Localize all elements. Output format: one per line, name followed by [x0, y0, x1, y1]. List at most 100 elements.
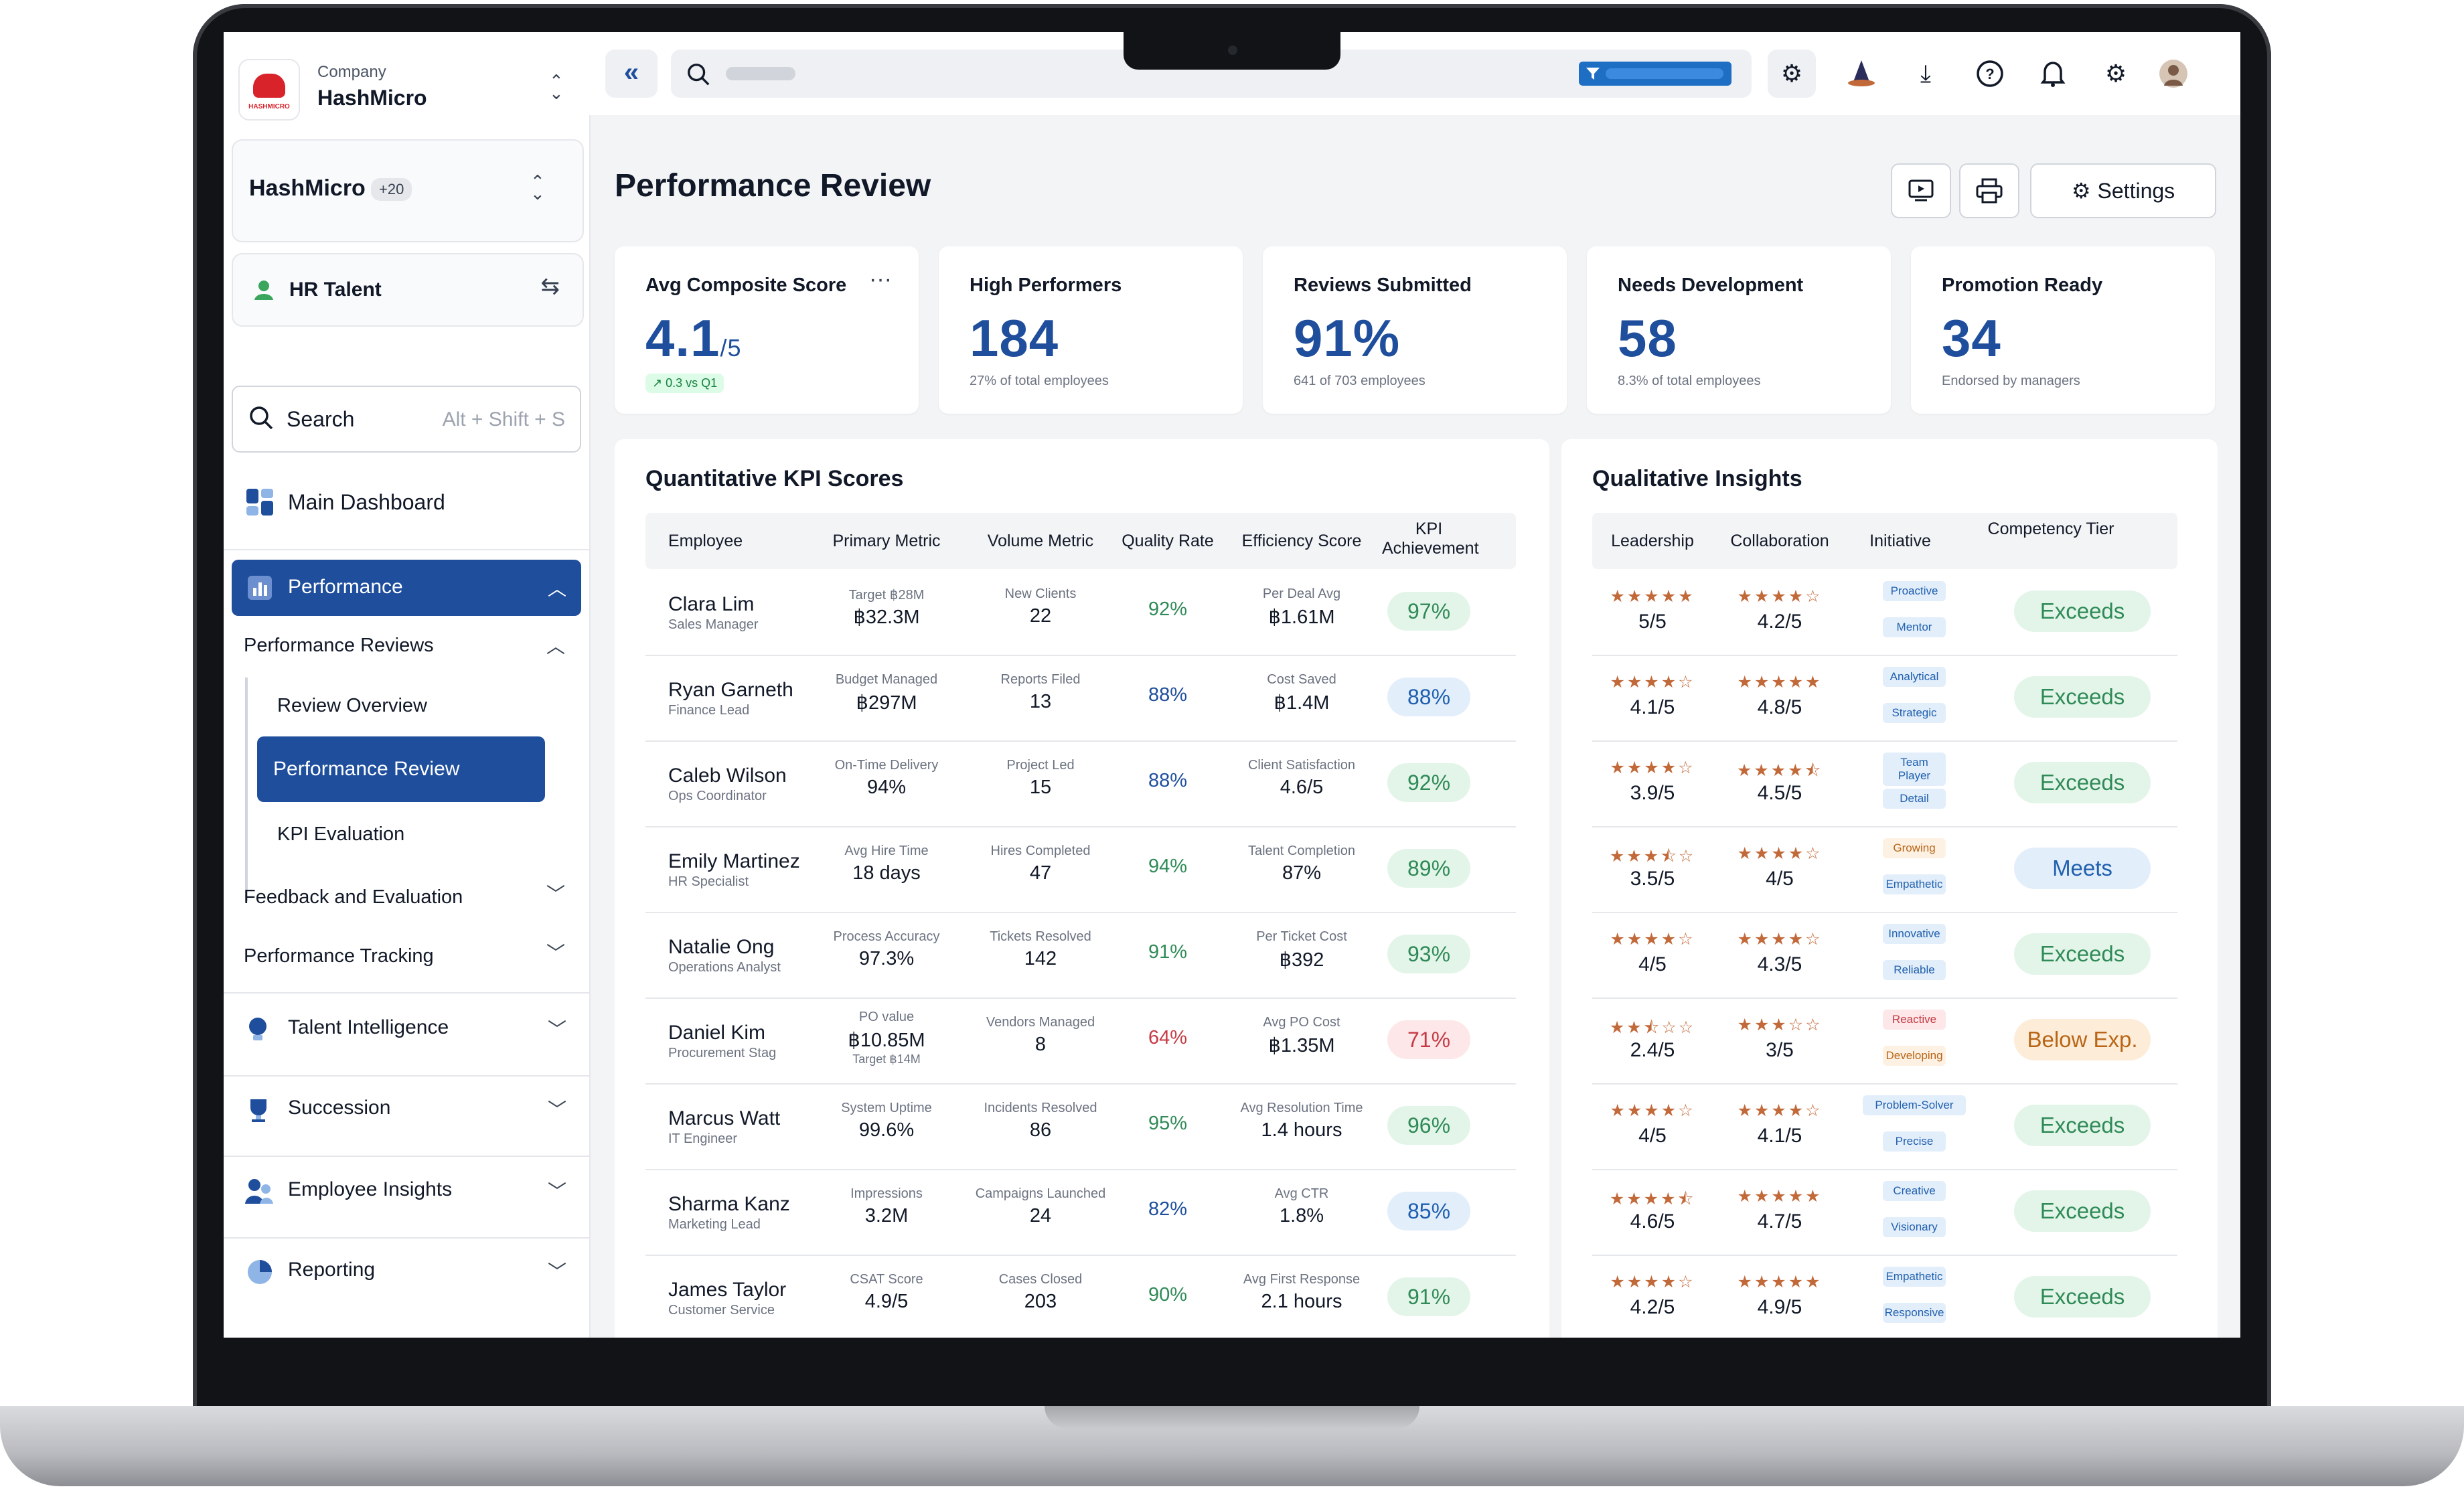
initiative-trait-badge: Team Player	[1883, 752, 1946, 786]
help-icon[interactable]: ?	[1966, 50, 2014, 98]
competency-tier-badge: Below Exp.	[2014, 1019, 2151, 1060]
efficiency-label: Avg CTR	[1274, 1186, 1329, 1201]
quality-rate: 92%	[1148, 599, 1188, 620]
table-row[interactable]: James Taylor Customer Service CSAT Score 4.…	[645, 1255, 1516, 1338]
volume-metric-value: 24	[1029, 1205, 1052, 1226]
print-button[interactable]	[1959, 163, 2019, 218]
printer-icon	[1976, 178, 2003, 204]
volume-metric-label: Cases Closed	[998, 1272, 1083, 1287]
primary-metric-value: 94%	[866, 777, 907, 798]
global-search-input[interactable]	[671, 50, 1752, 98]
primary-metric-value: 18 days	[852, 862, 921, 884]
search-placeholder-bar	[726, 67, 795, 80]
company-label: Company	[317, 63, 386, 81]
table-row[interactable]: ★★★★☆ 4.1/5 ★★★★★ 4.8/5 Analytical Strategic E…	[1592, 655, 2177, 742]
th-kpi-achievement: KPI Achievement	[1382, 520, 1479, 558]
adjustments-icon[interactable]: ⚙	[1768, 50, 1816, 98]
collaboration-rating: 4.7/5	[1757, 1210, 1802, 1233]
sidebar-search-input[interactable]: Search Alt + Shift + S	[232, 386, 581, 453]
table-row[interactable]: Marcus Watt IT Engineer System Uptime 99.6%…	[645, 1083, 1516, 1170]
logo-text: HASHMICRO	[248, 103, 290, 110]
company-name: HashMicro	[317, 86, 427, 110]
efficiency-label: Talent Completion	[1247, 844, 1356, 858]
table-row[interactable]: ★★⯪☆☆ 2.4/5 ★★★☆☆ 3/5 Reactive Developing Belo…	[1592, 998, 2177, 1085]
quality-rate: 91%	[1148, 941, 1188, 963]
employee-role: Ops Coordinator	[668, 789, 767, 803]
table-row[interactable]: ★★★★☆ 4.2/5 ★★★★★ 4.9/5 Empathetic Responsive…	[1592, 1255, 2177, 1338]
table-row[interactable]: Caleb Wilson Ops Coordinator On-Time Deliv…	[645, 740, 1516, 827]
collaboration-stars: ★★★★☆	[1737, 587, 1823, 606]
table-row[interactable]: Natalie Ong Operations Analyst Process Acc…	[645, 912, 1516, 999]
table-row[interactable]: ★★★★☆ 3.9/5 ★★★★⯪ 4.5/5 Team Player Detail Exc…	[1592, 740, 2177, 827]
initiative-trait-badge: Analytical	[1883, 667, 1946, 687]
leadership-rating: 4/5	[1638, 953, 1667, 975]
download-icon[interactable]: ⤓	[1920, 60, 1931, 87]
top-bar: « ⚙ ⤓ ? ⚙	[589, 32, 2240, 115]
volume-metric-value: 8	[1034, 1034, 1047, 1055]
initiative-trait-badge: Responsive	[1883, 1303, 1946, 1323]
nav-talent-intelligence[interactable]: Talent Intelligence ﹀	[232, 1000, 581, 1056]
collapse-sidebar-button[interactable]: «	[605, 50, 658, 98]
workspace-switcher[interactable]: HashMicro +20 ⌃ ⌄	[232, 139, 584, 242]
settings-icon[interactable]: ⚙	[2104, 60, 2127, 87]
table-row[interactable]: Daniel Kim Procurement Stag PO value ฿10.85…	[645, 998, 1516, 1085]
collaboration-stars: ★★★★☆	[1737, 930, 1823, 949]
divider	[224, 549, 589, 550]
nav-reporting[interactable]: Reporting ﹀	[232, 1243, 581, 1299]
table-row[interactable]: Sharma Kanz Marketing Lead Impressions 3.2M…	[645, 1169, 1516, 1256]
app-switcher[interactable]: HR Talent ⇆	[232, 253, 584, 327]
nav-main-dashboard[interactable]: Main Dashboard	[232, 474, 581, 530]
nav-review-overview[interactable]: Review Overview	[277, 695, 427, 716]
efficiency-label: Per Ticket Cost	[1256, 929, 1347, 944]
table-row[interactable]: ★★★★☆ 4/5 ★★★★☆ 4.3/5 Innovative Reliable Exce…	[1592, 912, 2177, 999]
table-row[interactable]: Ryan Garneth Finance Lead Budget Managed ฿2…	[645, 655, 1516, 742]
table-row[interactable]: ★★★★⯪ 4.6/5 ★★★★★ 4.7/5 Creative Visionary Exc…	[1592, 1169, 2177, 1256]
present-button[interactable]	[1891, 163, 1951, 218]
table-row[interactable]: ★★★⯪☆ 3.5/5 ★★★★☆ 4/5 Growing Empathetic Meets	[1592, 826, 2177, 913]
nav-performance-tracking[interactable]: Performance Tracking	[244, 945, 434, 967]
primary-metric-label: Avg Hire Time	[844, 844, 929, 858]
collaboration-stars: ★★★★⯪	[1736, 761, 1823, 780]
present-icon	[1908, 179, 1934, 202]
primary-metric-subtext: Target ฿14M	[852, 1052, 921, 1066]
nav-kpi-evaluation[interactable]: KPI Evaluation	[277, 823, 405, 845]
competency-tier-badge: Exceeds	[2014, 590, 2151, 632]
employee-role: Finance Lead	[668, 703, 750, 718]
camera-dot	[1228, 46, 1237, 55]
employee-role: Operations Analyst	[668, 960, 781, 975]
leadership-stars: ★★★★☆	[1610, 1273, 1695, 1291]
nav-performance-reviews[interactable]: Performance Reviews	[244, 635, 434, 656]
divider	[224, 992, 589, 994]
nav-succession[interactable]: Succession ﹀	[232, 1081, 581, 1137]
employee-name: Caleb Wilson	[668, 765, 787, 787]
nav-feedback-evaluation[interactable]: Feedback and Evaluation	[244, 886, 463, 908]
filter-chip[interactable]	[1579, 62, 1731, 86]
competency-tier-badge: Exceeds	[2014, 762, 2151, 803]
quality-rate: 90%	[1148, 1284, 1188, 1305]
avatar[interactable]	[2149, 50, 2198, 98]
company-switcher[interactable]: HASHMICRO Company HashMicro ⌃ ⌄	[232, 51, 580, 130]
table-row[interactable]: ★★★★★ 5/5 ★★★★☆ 4.2/5 Proactive Mentor Exceeds	[1592, 569, 2177, 656]
leadership-rating: 3.5/5	[1630, 868, 1675, 890]
kpi-subtext: 27% of total employees	[970, 374, 1109, 388]
initiative-trait-badge: Detail	[1883, 789, 1946, 809]
th-competency-tier: Competency Tier	[1987, 520, 2114, 538]
table-row[interactable]: Clara Lim Sales Manager Target ฿28M ฿32.3M N…	[645, 569, 1516, 656]
volume-metric-value: 22	[1029, 605, 1052, 627]
table-row[interactable]: ★★★★☆ 4/5 ★★★★☆ 4.1/5 Problem-Solver Precise E…	[1592, 1083, 2177, 1170]
volume-metric-label: Campaigns Launched	[975, 1186, 1106, 1201]
kpi-card-avg-composite: Avg Composite Score ··· 4.1/5 ↗ 0.3 vs Q…	[615, 246, 919, 414]
wizard-hat-icon[interactable]	[1837, 50, 1885, 98]
collaboration-rating: 4.1/5	[1757, 1125, 1802, 1147]
more-icon[interactable]: ···	[869, 266, 892, 292]
nav-performance-review[interactable]: Performance Review	[257, 736, 545, 802]
th-efficiency-score: Efficiency Score	[1241, 532, 1362, 550]
bell-icon[interactable]	[2029, 50, 2077, 98]
nav-performance[interactable]: Performance ︿	[232, 560, 581, 616]
table-row[interactable]: Emily Martinez HR Specialist Avg Hire Time…	[645, 826, 1516, 913]
nav-employee-insights[interactable]: Employee Insights ﹀	[232, 1162, 581, 1218]
leadership-stars: ★★★★★	[1610, 587, 1695, 606]
collaboration-rating: 4.2/5	[1757, 611, 1802, 633]
initiative-trait-badge: Reactive	[1883, 1010, 1946, 1030]
settings-button[interactable]: ⚙ Settings	[2030, 163, 2216, 218]
